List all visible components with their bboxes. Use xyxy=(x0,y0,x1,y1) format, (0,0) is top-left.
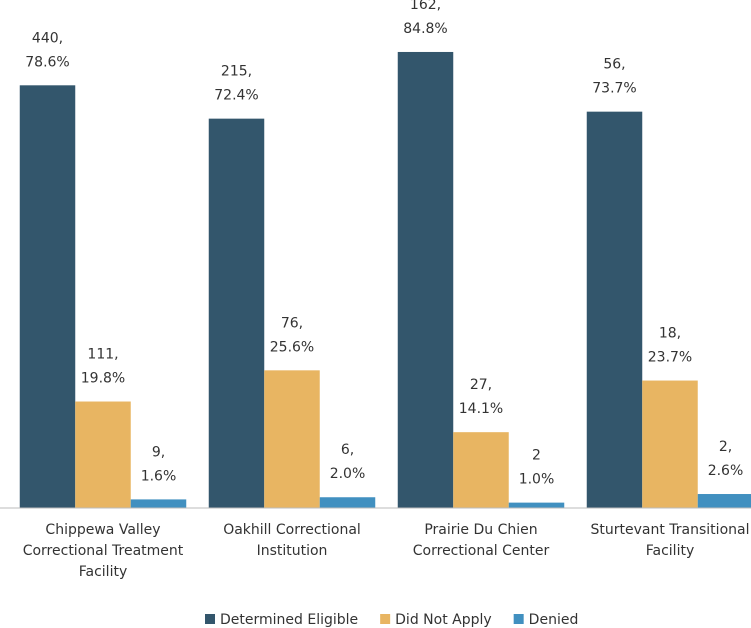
bar xyxy=(697,494,751,508)
bar xyxy=(264,370,320,508)
data-label: 162, xyxy=(410,0,441,13)
legend-label: Denied xyxy=(529,612,579,628)
bar xyxy=(453,432,509,508)
bar xyxy=(642,380,698,508)
data-label: 9, xyxy=(152,444,165,460)
data-label: 76, xyxy=(281,315,303,331)
data-label: 72.4% xyxy=(214,88,258,104)
data-label: 2, xyxy=(719,439,732,455)
legend-label: Did Not Apply xyxy=(395,612,492,628)
legend-swatch xyxy=(380,614,391,624)
data-label: 27, xyxy=(470,377,492,393)
data-label: 1.6% xyxy=(141,468,177,484)
legend-swatch xyxy=(513,614,524,624)
data-label: 25.6% xyxy=(270,339,314,355)
data-label: 111, xyxy=(87,347,118,363)
bar xyxy=(508,502,565,508)
x-tick-label: Sturtevant Transitional Facility xyxy=(590,522,750,559)
data-label: 14.1% xyxy=(459,401,503,417)
x-tick-label: Chippewa Valley Correctional Treatment F… xyxy=(22,522,184,580)
x-tick-label: Oakhill Correctional Institution xyxy=(223,522,361,559)
bar xyxy=(75,401,131,508)
data-label: 84.8% xyxy=(403,21,447,37)
data-label: 2.0% xyxy=(330,466,366,482)
data-label: 73.7% xyxy=(592,81,636,97)
data-label: 78.6% xyxy=(25,54,69,70)
data-label: 6, xyxy=(341,442,354,458)
data-label: 23.7% xyxy=(648,350,692,366)
bar xyxy=(19,85,76,508)
data-label: 2 xyxy=(532,448,541,464)
bar xyxy=(208,118,265,508)
data-label: 440, xyxy=(32,30,63,46)
bar xyxy=(586,111,643,508)
bar xyxy=(319,497,376,508)
data-label: 18, xyxy=(659,326,681,342)
data-label: 2.6% xyxy=(708,463,744,479)
data-label: 1.0% xyxy=(519,472,555,488)
bar xyxy=(397,51,454,508)
data-label: 215, xyxy=(221,64,252,80)
data-label: 19.8% xyxy=(81,371,125,387)
x-tick-label: Prairie Du Chien Correctional Center xyxy=(412,522,550,559)
data-label: 56, xyxy=(603,57,625,73)
legend-label: Determined Eligible xyxy=(220,612,358,628)
bar xyxy=(130,499,187,508)
legend-swatch xyxy=(205,614,215,624)
